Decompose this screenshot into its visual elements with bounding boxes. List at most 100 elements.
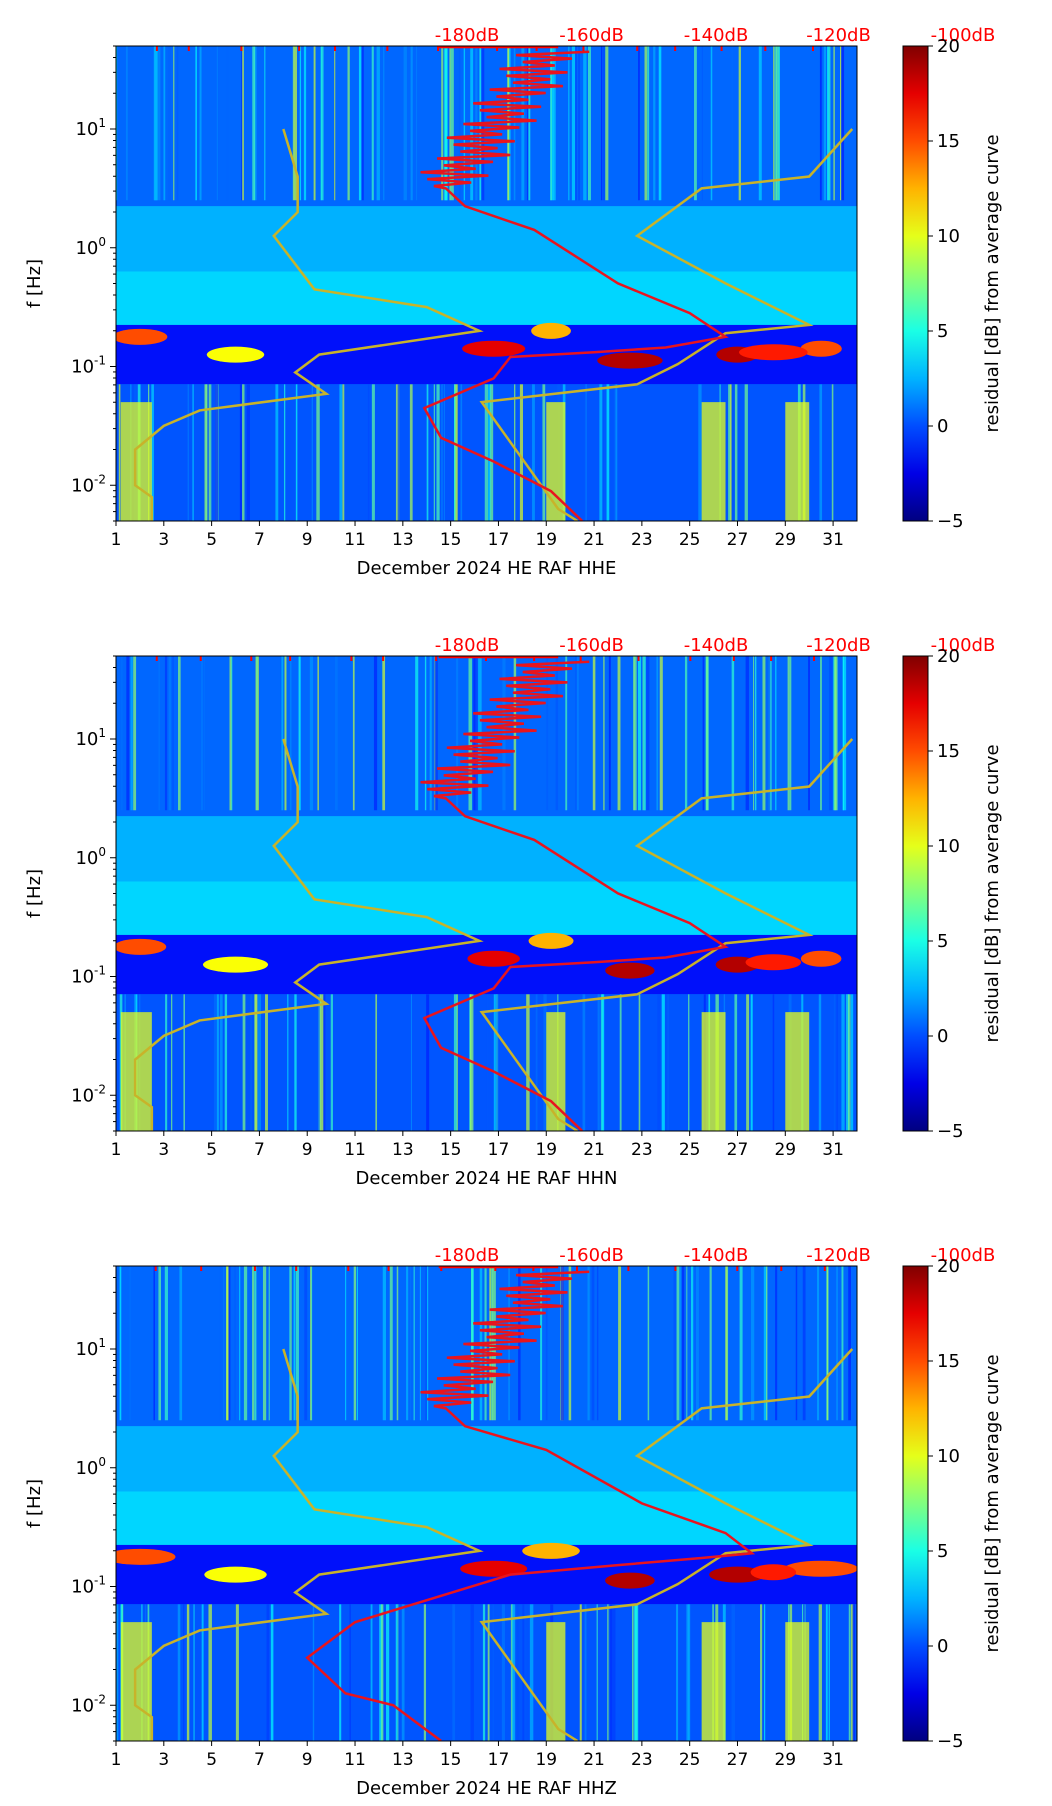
heatmap-streak <box>486 994 489 1131</box>
high-noise-model-curve <box>479 1348 854 1741</box>
heatmap-streak <box>778 46 780 201</box>
top-db-label: -180dB <box>435 1245 500 1266</box>
x-tick-label: 13 <box>392 530 414 550</box>
heatmap-streak <box>528 46 531 201</box>
x-tick-label: 7 <box>254 1140 265 1160</box>
colorbar: 20 15 10 5 0 −5 residual [dB] from average cur… <box>902 646 1003 1142</box>
heatmap-streak <box>591 1266 595 1421</box>
top-tick-mark <box>732 656 735 661</box>
heatmap-hotspot <box>605 1572 655 1589</box>
heatmap-streak <box>401 1604 405 1741</box>
heatmap-streak <box>270 1604 274 1741</box>
top-db-label: -120dB <box>806 25 871 46</box>
high-noise-model-curve <box>479 128 854 521</box>
heatmap-streak <box>426 384 429 521</box>
heatmap-streak <box>257 994 262 1131</box>
heatmap-streak <box>587 1266 590 1421</box>
heatmap-streak <box>738 46 741 201</box>
heatmap-streak <box>330 994 333 1131</box>
heatmap-streak <box>676 1266 680 1421</box>
heatmap-streak <box>349 1604 351 1741</box>
heatmap-streak <box>789 656 792 811</box>
heatmap-streak <box>644 46 648 201</box>
heatmap-streak <box>310 1266 313 1421</box>
heatmap-streak <box>413 1266 415 1421</box>
heatmap-streak <box>281 656 284 811</box>
top-tick-mark <box>199 656 202 661</box>
heatmap-streak <box>482 1604 486 1741</box>
heatmap-streak <box>631 1604 634 1741</box>
heatmap-streak <box>833 994 836 1131</box>
x-tick-label: 3 <box>158 1140 169 1160</box>
heatmap-streak <box>701 46 703 201</box>
heatmap-streak <box>484 384 489 521</box>
heatmap-streak <box>513 46 516 201</box>
heatmap-streak <box>264 46 266 201</box>
heatmap-streak <box>424 656 427 811</box>
heatmap-hotspot <box>460 1560 528 1577</box>
heatmap-streak <box>833 46 835 201</box>
top-tick-mark <box>689 656 692 661</box>
heatmap-streak <box>320 994 324 1131</box>
heatmap-streak <box>215 384 219 521</box>
heatmap-streak <box>617 656 621 811</box>
top-tick-mark <box>295 1266 298 1271</box>
top-tick-mark <box>289 656 292 661</box>
heatmap-streak <box>239 1266 241 1421</box>
heatmap-hotspot <box>739 344 808 361</box>
heatmap-streak <box>345 1266 347 1421</box>
heatmap-streak <box>647 46 650 201</box>
x-tick-label: 25 <box>679 1750 701 1770</box>
y-tick-label: 10-2 <box>71 1692 106 1716</box>
heatmap-streak <box>775 1266 778 1421</box>
heatmap-streak <box>409 1266 412 1421</box>
top-tick-mark <box>200 1266 203 1271</box>
top-tick-mark <box>440 1266 443 1271</box>
top-tick-mark <box>823 1266 826 1271</box>
top-tick-mark <box>720 46 723 51</box>
heatmap-streak <box>568 1266 572 1421</box>
heatmap-streak <box>552 46 556 201</box>
heatmap-streak <box>775 656 777 811</box>
x-tick-label: 27 <box>727 1750 749 1770</box>
heatmap-streak <box>389 1266 393 1421</box>
heatmap-streak <box>656 656 659 811</box>
heatmap-streak <box>452 1604 456 1741</box>
heatmap-streak <box>492 1604 494 1741</box>
heatmap-streak <box>501 1604 505 1741</box>
heatmap-streak <box>310 1266 312 1421</box>
heatmap-streak <box>610 1604 613 1741</box>
heatmap-streak <box>842 656 847 811</box>
heatmap-streak <box>403 46 407 201</box>
y-tick-label: 10-1 <box>71 354 106 378</box>
top-tick-mark <box>382 656 385 661</box>
heatmap-streak <box>644 656 646 811</box>
y-tick-label: 100 <box>75 845 106 869</box>
top-tick-mark <box>532 1266 535 1271</box>
heatmap-streak <box>125 46 128 201</box>
heatmap-streak <box>851 1604 854 1741</box>
x-tick-label: 19 <box>535 1140 557 1160</box>
top-db-label: -160dB <box>559 635 624 656</box>
x-tick-label: 27 <box>727 530 749 550</box>
heatmap-streak <box>304 1266 308 1421</box>
heatmap-streak <box>339 1604 342 1741</box>
heatmap-streak <box>158 1266 162 1421</box>
x-tick-label: 15 <box>440 530 462 550</box>
heatmap-streak <box>415 656 419 811</box>
heatmap-streak <box>661 994 665 1131</box>
heatmap-streak <box>568 46 570 201</box>
heatmap-streak <box>353 1266 357 1421</box>
x-tick-label: 7 <box>254 530 265 550</box>
heatmap-streak <box>673 1266 677 1421</box>
heatmap-streak <box>825 1604 828 1741</box>
top-db-label: -160dB <box>559 1245 624 1266</box>
heatmap-streak <box>583 46 587 201</box>
colorbar-tick-label: 0 <box>937 1636 948 1657</box>
heatmap-streak <box>587 46 591 201</box>
heatmap-streak <box>219 994 223 1131</box>
top-tick-mark <box>240 46 243 51</box>
x-tick-label: 9 <box>302 1750 313 1770</box>
colorbar-tick-label: 15 <box>937 1351 960 1372</box>
